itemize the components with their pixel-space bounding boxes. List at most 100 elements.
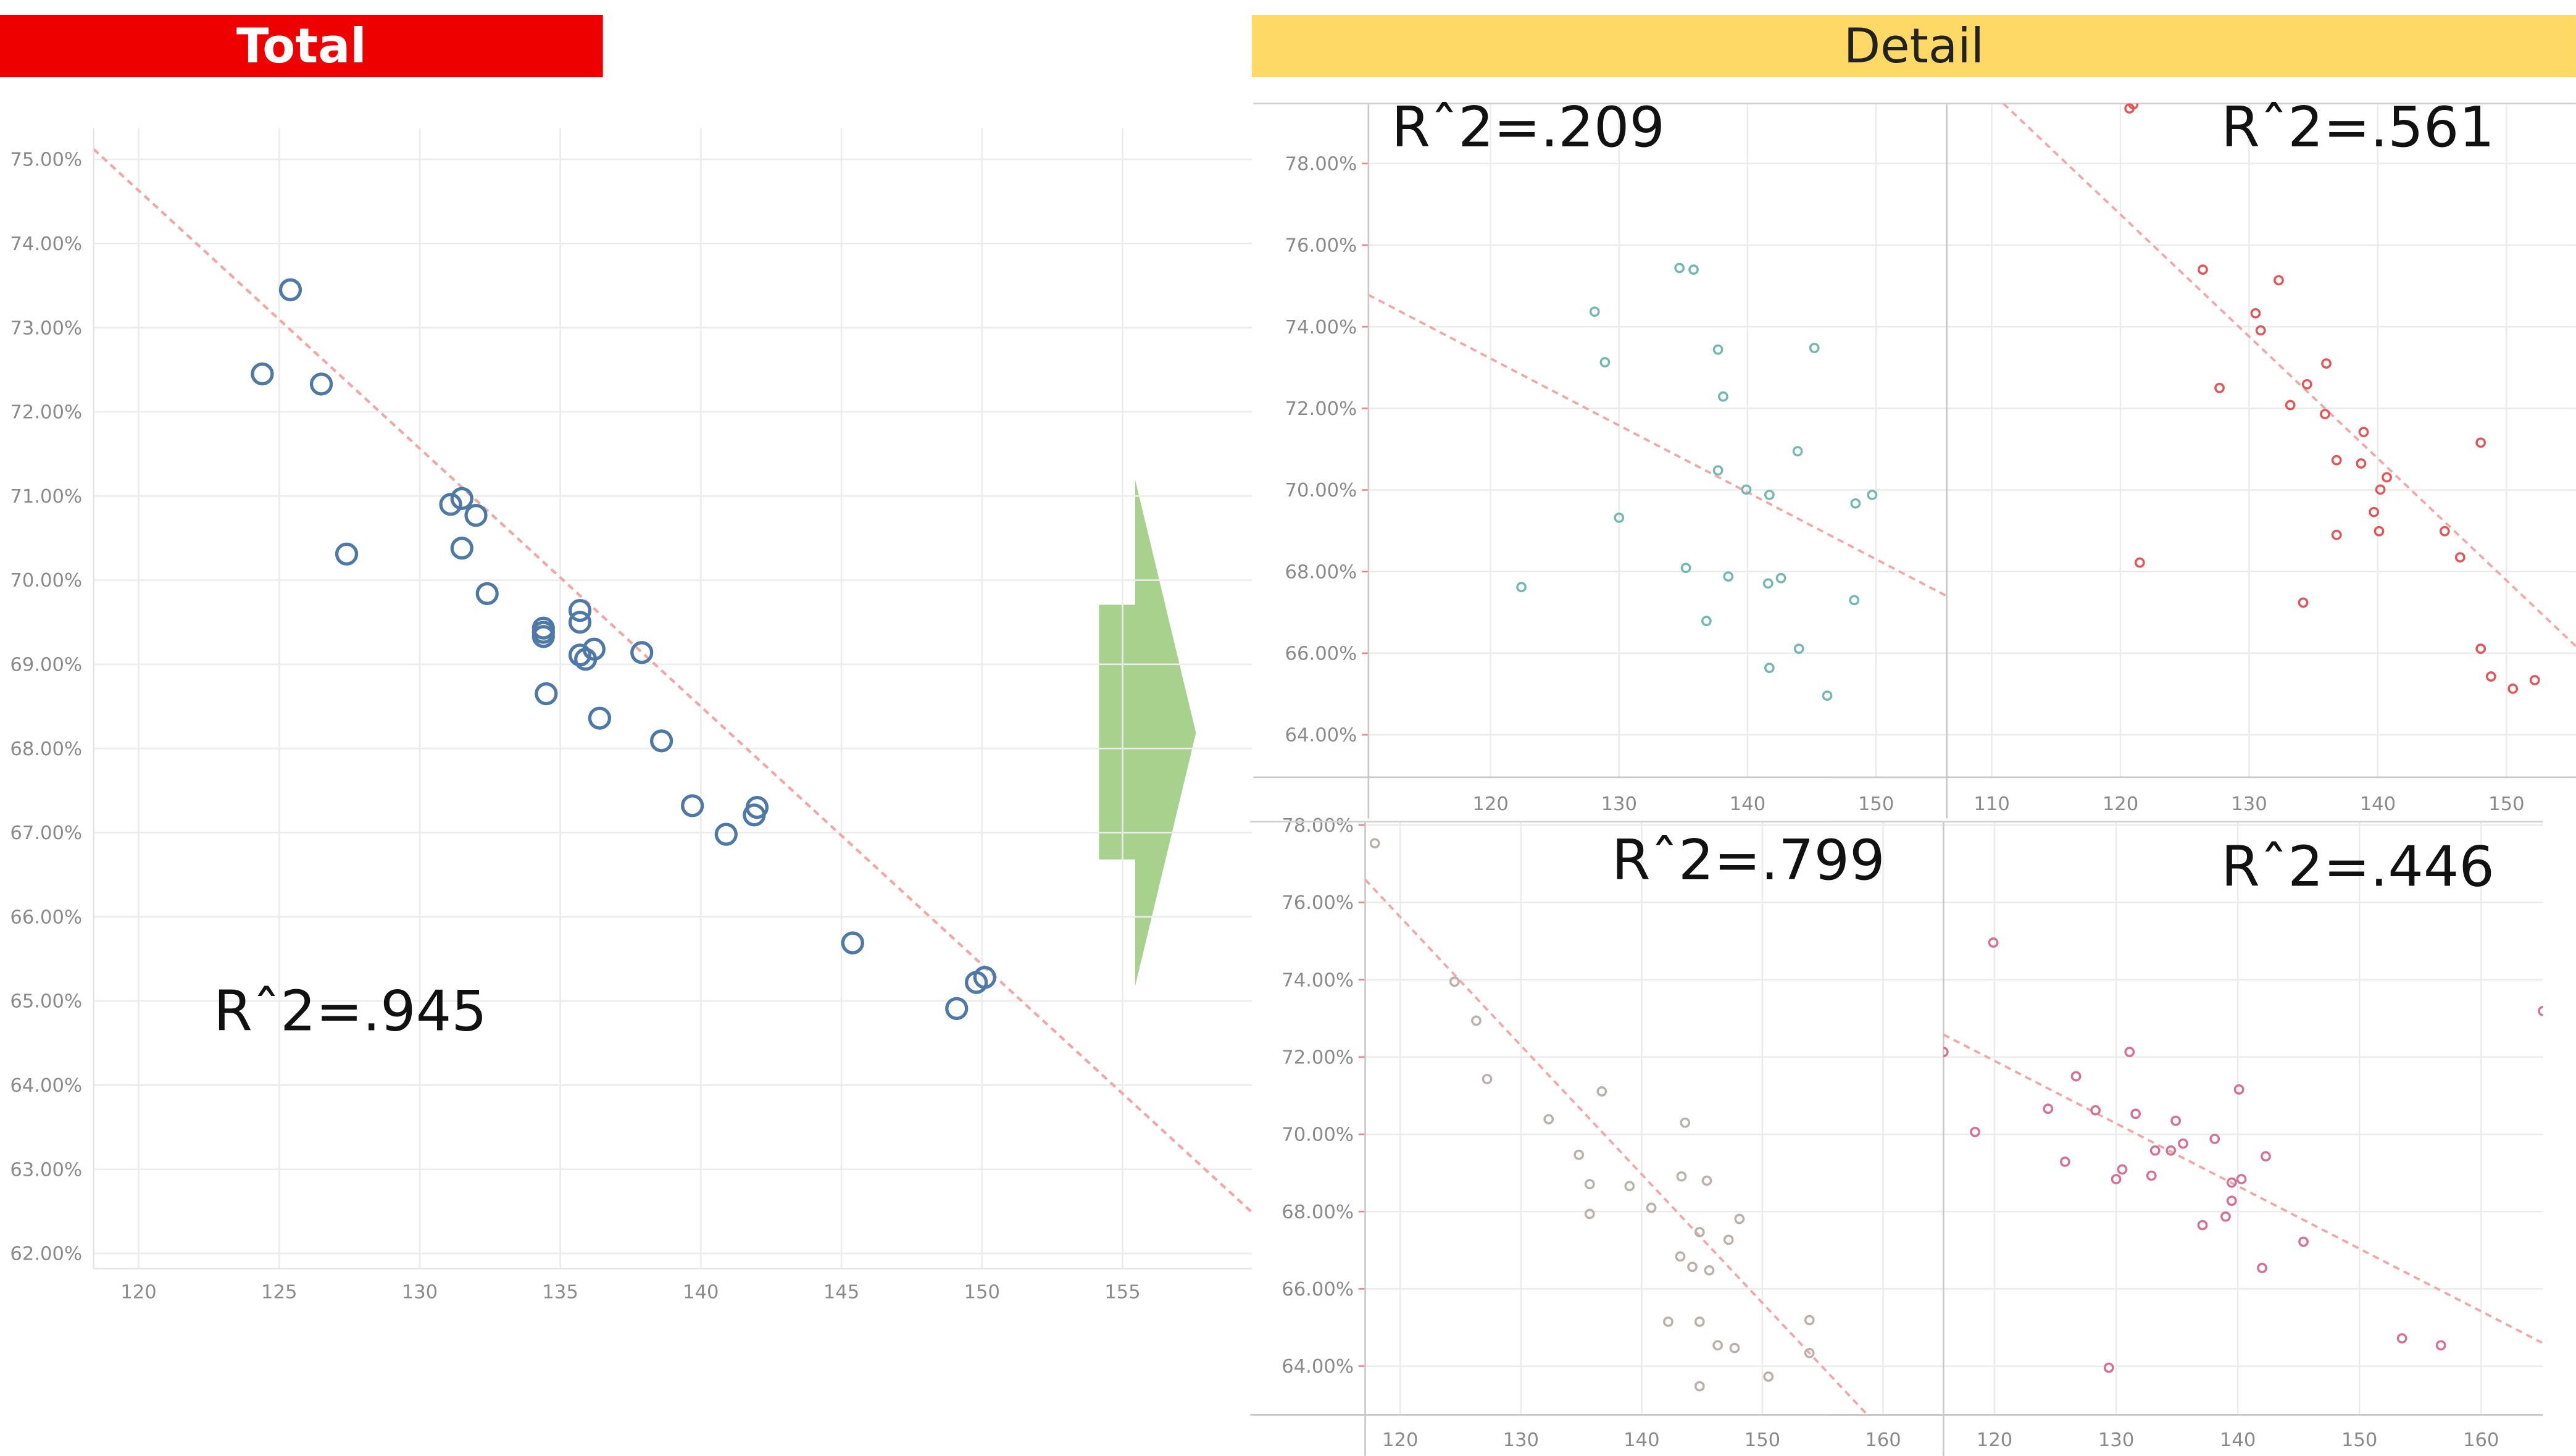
data-point <box>2111 1174 2122 1184</box>
data-point <box>681 794 704 818</box>
data-point <box>2198 264 2208 275</box>
y-tick-label: 66.00% <box>1282 1279 1354 1300</box>
data-point <box>1701 616 1712 627</box>
y-tick-label: 78.00% <box>1285 153 1357 175</box>
data-point <box>1482 1074 1493 1084</box>
data-point <box>1584 1208 1595 1220</box>
x-tick-label: 160 <box>2463 1429 2499 1451</box>
data-point <box>439 493 462 516</box>
data-point <box>2165 1145 2177 1156</box>
data-point <box>1471 1015 1482 1026</box>
data-point <box>1804 1347 1815 1358</box>
y-tick-label: 70.00% <box>10 570 82 592</box>
data-point <box>1688 264 1699 275</box>
y-tick-label: 69.00% <box>10 654 82 676</box>
data-point <box>2439 525 2450 537</box>
x-tick-label: 140 <box>2360 793 2396 815</box>
x-tick-label: 130 <box>1503 1429 1539 1451</box>
right-arrow-icon <box>1099 480 1196 986</box>
y-tick-label: 62.00% <box>10 1244 82 1265</box>
data-point <box>2255 325 2266 336</box>
data-point <box>2124 1047 2135 1058</box>
data-point <box>450 487 473 510</box>
data-point <box>1712 1340 1723 1351</box>
gridlines <box>1946 103 2576 777</box>
data-point <box>2261 1151 2271 1162</box>
data-point <box>1694 1316 1705 1327</box>
r-squared-label: Rˆ2=.799 <box>1612 828 1885 893</box>
data-point <box>714 822 738 846</box>
x-tick-label: 150 <box>2488 793 2524 815</box>
data-point <box>2214 382 2225 393</box>
data-point <box>2236 1174 2247 1184</box>
data-point <box>1809 343 1820 353</box>
data-point <box>630 641 654 664</box>
detail-top-left-chart: 120 130 140 150 64.00% 66.00% 68.00% 70.00% 72.0… <box>1253 95 1947 819</box>
gridlines <box>93 128 1252 1269</box>
y-tick-label: 63.00% <box>10 1159 82 1181</box>
data-point <box>2369 506 2380 517</box>
data-point <box>1680 563 1691 574</box>
data-point <box>1369 838 1380 849</box>
y-tick-label: 65.00% <box>10 991 82 1013</box>
data-point <box>1449 976 1460 987</box>
data-point <box>2226 1195 2237 1207</box>
x-tick-label: 120 <box>1382 1429 1418 1451</box>
data-point <box>1723 1234 1734 1245</box>
data-point <box>2170 1115 2182 1126</box>
data-point <box>2285 400 2296 411</box>
plot-area <box>1368 262 1947 701</box>
data-point <box>450 537 473 560</box>
x-tick-label: 150 <box>2341 1429 2377 1451</box>
x-tick-label: 120 <box>120 1281 156 1303</box>
data-point <box>1741 484 1752 495</box>
trend-line <box>1943 1033 2543 1344</box>
data-point <box>1589 306 1600 317</box>
y-tick-label: 75.00% <box>10 149 82 171</box>
data-point <box>2454 552 2466 563</box>
data-point <box>945 997 969 1020</box>
data-point <box>2250 308 2261 319</box>
y-tick-label: 68.00% <box>1285 561 1357 583</box>
data-point <box>1775 572 1786 584</box>
x-tick-label: 130 <box>1601 793 1637 815</box>
data-point <box>1849 595 1860 606</box>
plot-area <box>2003 103 2576 694</box>
data-point <box>335 542 359 566</box>
data-point <box>309 372 333 396</box>
data-point <box>1762 578 1774 589</box>
y-tick-label: 72.00% <box>1282 1047 1354 1068</box>
r-squared-label: Rˆ2=.446 <box>2221 834 2495 899</box>
y-tick-label: 67.00% <box>10 822 82 844</box>
x-tick-label: 120 <box>1472 793 1508 815</box>
x-tick-label: 110 <box>1974 793 2009 815</box>
data-point <box>2382 472 2392 483</box>
y-tick-label: 70.00% <box>1285 480 1357 501</box>
data-point <box>1712 465 1724 476</box>
y-tick-label: 76.00% <box>1282 892 1354 914</box>
data-point <box>2475 643 2486 654</box>
y-tick-label: 68.00% <box>1282 1202 1354 1223</box>
data-point <box>1584 1179 1595 1190</box>
data-point <box>2358 427 2369 438</box>
data-point <box>2197 1220 2208 1231</box>
data-point <box>1646 1202 1657 1213</box>
data-point <box>531 625 555 648</box>
data-point <box>841 931 864 955</box>
data-point <box>568 598 592 622</box>
y-tick-label: 66.00% <box>10 906 82 928</box>
y-tick-label: 68.00% <box>10 738 82 760</box>
data-point <box>2321 358 2332 369</box>
data-point <box>1694 1226 1705 1237</box>
data-point <box>588 706 612 730</box>
data-point <box>2298 1236 2309 1247</box>
data-point <box>1663 1316 1674 1327</box>
data-point <box>1694 1381 1705 1392</box>
data-point <box>973 966 996 989</box>
detail-bottom-right-chart: 120 130 140 150 160 Rˆ2=.446 <box>1828 821 2543 1456</box>
total-chart: 120 125 130 135 140 145 150 155 62.00% 63.00% 64.0… <box>10 128 1252 1303</box>
data-point <box>1763 1371 1774 1382</box>
data-point <box>568 611 592 634</box>
y-tick-label: 64.00% <box>1285 725 1357 747</box>
